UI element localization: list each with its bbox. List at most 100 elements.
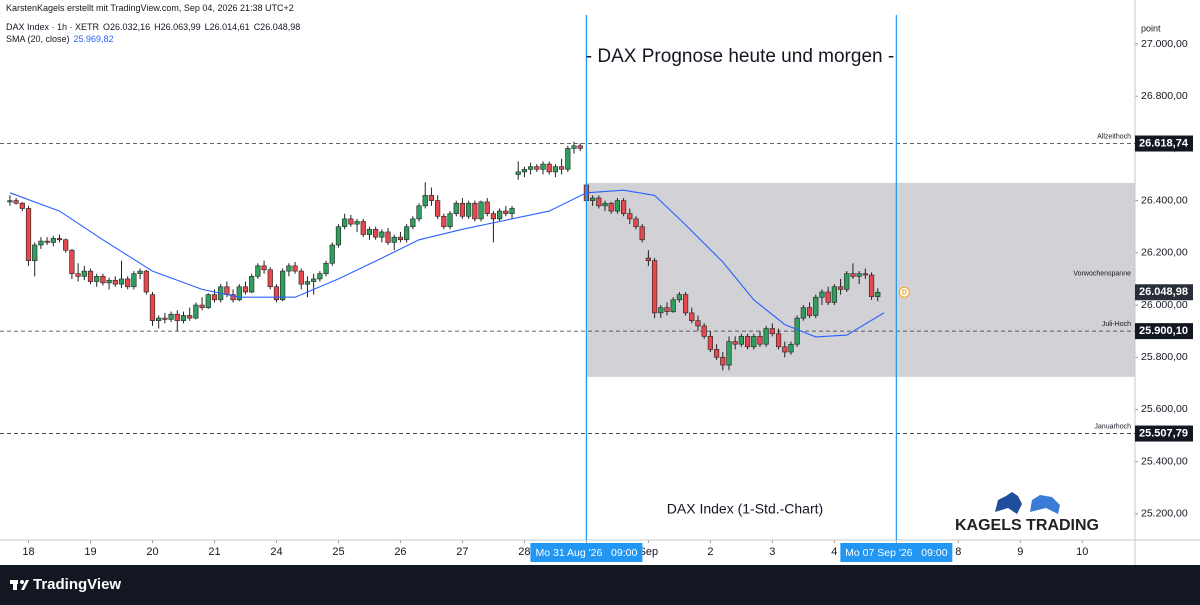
candle-body [379,231,385,238]
candle-body [850,273,856,277]
top-note: KarstenKagels erstellt mit TradingView.c… [6,3,294,13]
candle-body [806,307,813,316]
candle-body [441,215,447,228]
candle-body [149,294,156,322]
x-tick-label: 21 [208,546,220,558]
footer-bar [0,565,1200,605]
candle-body [25,208,32,261]
candle-body [509,208,515,214]
candle-body [676,294,682,301]
y-tick-label: 26.000,00 [1141,299,1188,311]
y-unit: point [1141,23,1161,33]
chart-subtitle: DAX Index (1-Std.-Chart) [667,501,823,517]
x-tick-label: 25 [332,546,344,558]
candle-body [385,231,391,243]
candle-body [577,145,583,149]
candle-body [732,341,738,345]
candle-body [757,336,763,345]
candle-body [639,226,645,241]
candle-body [707,336,713,350]
x-tick-label: 27 [456,546,468,558]
candle-body [373,229,379,238]
ohlc-open: O26.032,16 [103,22,151,32]
x-tick-label: Sep [639,546,659,558]
candle-body [224,286,230,295]
candle-body [354,221,360,225]
candle-body [304,281,311,285]
level-label-box [1135,323,1193,340]
candle-body [435,200,441,217]
y-tick-label: 26.400,00 [1141,194,1188,206]
candle-body [416,205,422,220]
candle-body [713,349,720,358]
candle-body [664,307,670,312]
footer-logo [10,580,29,590]
x-tick-label: 3 [769,546,775,558]
bull-icon [995,492,1022,514]
logo-icons [995,492,1060,514]
candle-body [236,286,242,301]
candle-body [875,291,881,297]
candle-body [484,201,490,214]
candle-body [391,236,397,243]
candle-body [199,304,205,308]
candle-body [738,336,744,345]
candle-body [63,239,69,251]
candle-body [682,294,689,314]
candle-body [56,238,63,241]
sma-value: 25.969,82 [73,34,114,44]
y-tick-label: 25.400,00 [1141,455,1188,467]
candle-body [112,279,118,285]
candle-body [571,145,577,149]
footer-text: TradingView [33,576,121,593]
level-name: Januarhoch [1094,423,1131,430]
candle-body [94,276,100,282]
candle-body [292,265,298,272]
candle-body [404,226,410,241]
candle-body [410,218,416,228]
last-price-label: 26.048,98 [1139,286,1188,298]
x-tick-label: 9 [1017,546,1023,558]
candle-body [794,317,800,345]
x-tick-label: 19 [84,546,96,558]
x-tick-label: 2 [707,546,713,558]
plot-layer: Vorwochenspanne [586,182,1135,377]
candle-body [180,315,187,322]
candle-body [819,291,825,298]
candle-body [602,202,608,207]
ohlc-high: H26.063,99 [154,22,201,32]
candle-body [751,336,757,348]
level-label-box [1135,425,1193,442]
candle-body [298,270,304,285]
candle-body [156,317,162,322]
candle-body [273,286,280,301]
candle-body [50,238,56,243]
candle-body [280,270,286,301]
logo-text: KAGELS TRADING [955,517,1099,534]
candle-body [100,276,106,284]
candle-body [428,195,435,201]
candle-body [478,201,484,220]
candle-body [205,294,211,308]
candle-body [311,278,317,282]
candle-body [143,270,149,293]
candle-body [267,269,273,288]
candle-body [249,276,255,293]
candle-body [608,202,614,212]
candle-body [633,218,639,228]
candle-body [763,328,769,345]
candle-body [528,166,534,170]
candle-body [695,320,701,327]
x-tick-label: 26 [394,546,406,558]
candle-body [32,244,38,261]
candle-body [242,286,249,293]
candle-body [168,313,174,320]
candle-body [211,294,218,301]
candle-body [447,213,453,228]
legend-main: DAX Index · 1h · XETR O26.032,16 H26.063,9… [6,22,304,32]
candle-body [7,200,13,203]
candle-body [769,328,775,335]
candle-body [559,166,565,170]
candle-body [81,270,87,277]
